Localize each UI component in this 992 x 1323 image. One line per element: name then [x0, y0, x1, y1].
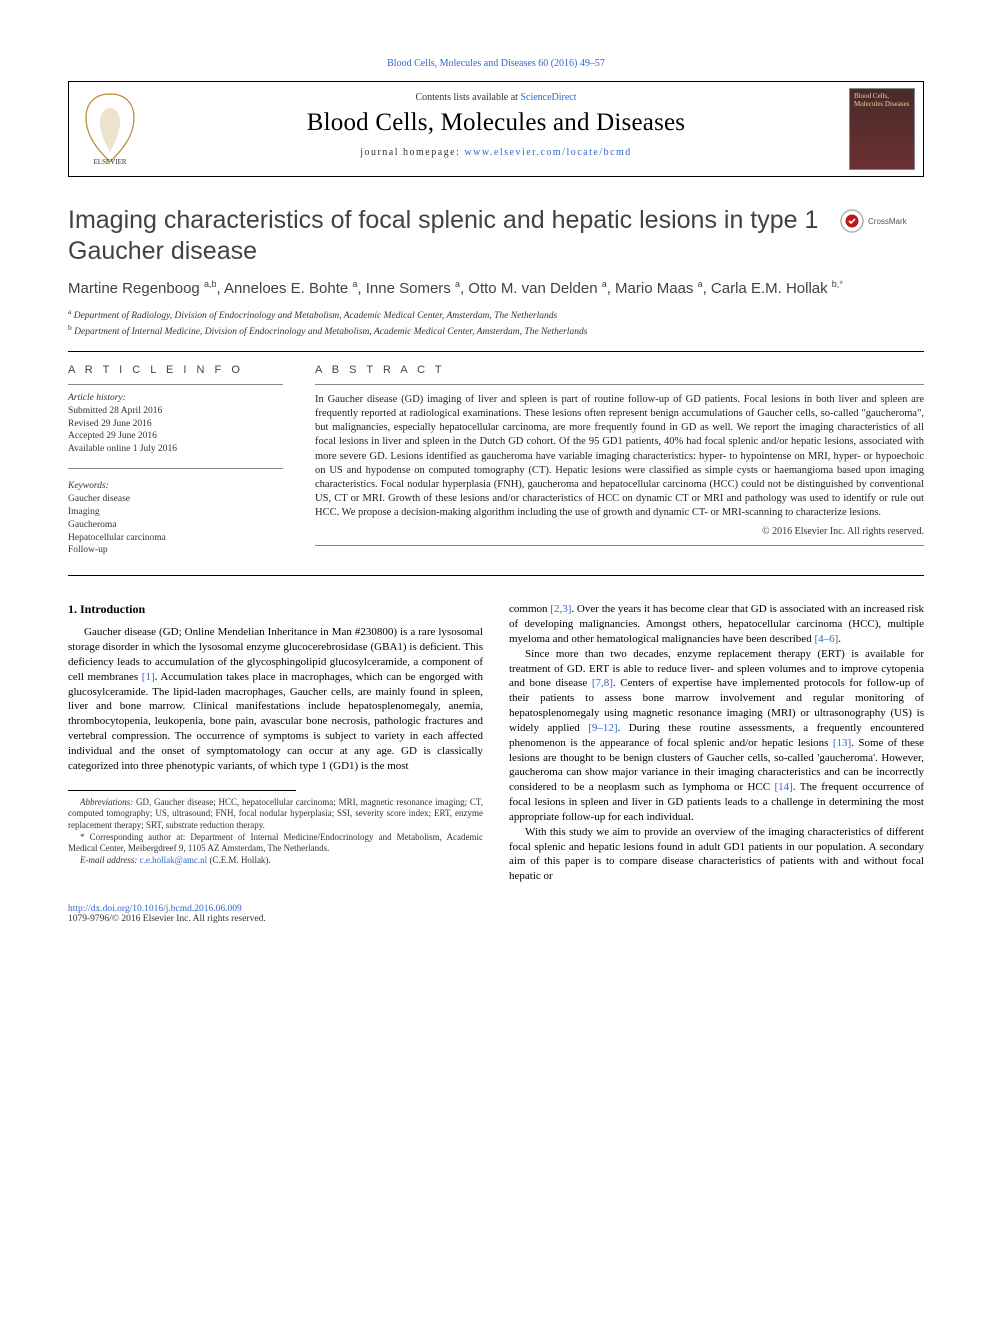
- article-title: Imaging characteristics of focal splenic…: [68, 205, 830, 268]
- article-info-panel: A R T I C L E I N F O Article history: S…: [68, 364, 283, 557]
- keyword: Gaucher disease: [68, 493, 283, 506]
- abstract-panel: A B S T R A C T In Gaucher disease (GD) …: [315, 364, 924, 557]
- history-item: Submitted 28 April 2016: [68, 405, 283, 418]
- doi-link[interactable]: http://dx.doi.org/10.1016/j.bcmd.2016.06…: [68, 904, 266, 914]
- history-item: Accepted 29 June 2016: [68, 430, 283, 443]
- sciencedirect-link[interactable]: ScienceDirect: [520, 92, 576, 103]
- affiliation: a Department of Radiology, Division of E…: [68, 307, 924, 321]
- keyword: Follow-up: [68, 544, 283, 557]
- email-footnote: E-mail address: c.e.hollak@amc.nl (C.E.M…: [68, 855, 483, 867]
- body-column-left: 1. Introduction Gaucher disease (GD; Onl…: [68, 602, 483, 884]
- svg-text:ELSEVIER: ELSEVIER: [93, 158, 126, 166]
- body-paragraph: With this study we aim to provide an ove…: [509, 825, 924, 884]
- divider: [315, 384, 924, 385]
- elsevier-logo: ELSEVIER: [69, 82, 151, 176]
- journal-name: Blood Cells, Molecules and Diseases: [151, 109, 841, 137]
- contents-line: Contents lists available at ScienceDirec…: [151, 92, 841, 103]
- journal-header: ELSEVIER Contents lists available at Sci…: [68, 81, 924, 177]
- divider: [68, 351, 924, 352]
- journal-citation-link[interactable]: Blood Cells, Molecules and Diseases 60 (…: [68, 58, 924, 69]
- footer-bar: http://dx.doi.org/10.1016/j.bcmd.2016.06…: [68, 904, 924, 924]
- intro-heading: 1. Introduction: [68, 602, 483, 617]
- corresponding-author-footnote: * Corresponding author at: Department of…: [68, 832, 483, 855]
- keywords-head: Keywords:: [68, 481, 283, 491]
- body-paragraph: Since more than two decades, enzyme repl…: [509, 647, 924, 825]
- copyright: © 2016 Elsevier Inc. All rights reserved…: [315, 526, 924, 537]
- abstract-text: In Gaucher disease (GD) imaging of liver…: [315, 393, 924, 521]
- abbreviations-footnote: Abbreviations: GD, Gaucher disease; HCC,…: [68, 797, 483, 832]
- body-paragraph: Gaucher disease (GD; Online Mendelian In…: [68, 625, 483, 773]
- keyword: Gaucheroma: [68, 519, 283, 532]
- email-link[interactable]: c.e.hollak@amc.nl: [140, 855, 208, 865]
- body-column-right: common [2,3]. Over the years it has beco…: [509, 602, 924, 884]
- keyword: Imaging: [68, 506, 283, 519]
- homepage-line: journal homepage: www.elsevier.com/locat…: [151, 147, 841, 158]
- history-item: Revised 29 June 2016: [68, 418, 283, 431]
- issn-line: 1079-9796/© 2016 Elsevier Inc. All right…: [68, 914, 266, 924]
- divider: [315, 545, 924, 546]
- journal-homepage-link[interactable]: www.elsevier.com/locate/bcmd: [464, 147, 631, 158]
- divider: [68, 575, 924, 576]
- body-paragraph: common [2,3]. Over the years it has beco…: [509, 602, 924, 647]
- history-item: Available online 1 July 2016: [68, 443, 283, 456]
- history-head: Article history:: [68, 393, 283, 403]
- affiliations: a Department of Radiology, Division of E…: [68, 307, 924, 337]
- footnote-divider: [68, 790, 296, 791]
- author-list: Martine Regenboog a,b, Anneloes E. Bohte…: [68, 278, 924, 299]
- crossmark-badge[interactable]: CrossMark: [840, 209, 924, 233]
- keyword: Hepatocellular carcinoma: [68, 532, 283, 545]
- journal-cover-thumb: Blood Cells, Molecules Diseases: [841, 82, 923, 176]
- affiliation: b Department of Internal Medicine, Divis…: [68, 323, 924, 337]
- divider: [68, 384, 283, 385]
- abstract-label: A B S T R A C T: [315, 364, 924, 376]
- divider: [68, 468, 283, 469]
- article-info-label: A R T I C L E I N F O: [68, 364, 283, 376]
